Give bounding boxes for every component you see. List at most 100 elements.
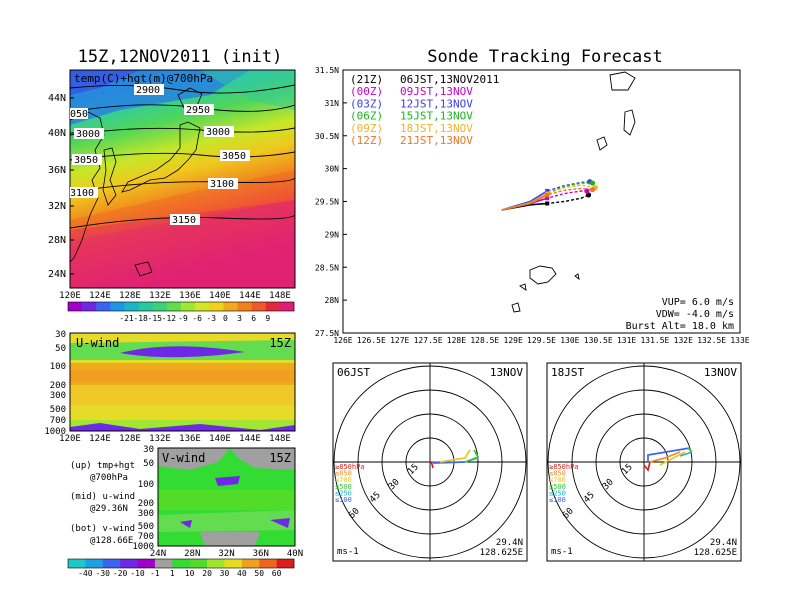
- colorbar-wind: [67, 558, 295, 569]
- colorbar-swatch: [223, 302, 238, 311]
- colorbar-swatch: [195, 302, 210, 311]
- legend-code: (03Z): [350, 97, 383, 110]
- level-label: ≤500: [549, 483, 566, 491]
- lon-tick-label: 128E: [119, 291, 141, 301]
- lat-tick-label: 28N: [184, 549, 200, 559]
- track-lat-ticks: 31.5N 31N 30.5N 30N 29.5N 29N 28.5N 28N 27.5N: [315, 66, 347, 338]
- map-variable-label: temp(C)+hgt(m)@700hPa: [74, 72, 213, 85]
- pressure-tick-label: 50: [55, 344, 66, 354]
- colorbar-label: -40: [78, 569, 93, 578]
- colorbar-frame: [67, 558, 295, 569]
- colorbar-swatch: [166, 302, 182, 311]
- lon-tick-label: 128.5E: [470, 336, 499, 345]
- lon-tick-label: 140E: [209, 291, 231, 301]
- hodograph-trace: [432, 461, 466, 464]
- colorbar-swatch: [251, 302, 267, 311]
- lon-tick-label: 120E: [59, 291, 81, 301]
- track-line: [501, 182, 593, 211]
- contour-label: 3100: [70, 188, 94, 199]
- legend-time: 06JST,13NOV2011: [400, 73, 499, 86]
- colorbar-label: 9: [265, 314, 270, 323]
- pressure-tick-label: 30: [55, 330, 66, 340]
- hodograph-trace: [643, 461, 651, 472]
- legend-line: @128.66E: [90, 536, 133, 546]
- lon-tick-label: 124E: [89, 434, 111, 444]
- level-label: ≤250: [335, 489, 352, 497]
- contour-label: 3000: [206, 127, 230, 138]
- track-coastlines: [511, 71, 636, 313]
- level-label: ≤850: [549, 470, 566, 478]
- colorbar-label: 40: [237, 569, 247, 578]
- lon-tick-label: 128E: [119, 434, 141, 444]
- param-vdw: VDW= -4.0 m/s: [656, 309, 734, 320]
- colorbar-swatch: [276, 559, 295, 568]
- legend-time: 12JST,13NOV: [400, 97, 473, 110]
- hodograph-trace: [429, 461, 434, 469]
- colorbar-label: -18: [133, 314, 148, 323]
- pressure-tick-label: 1000: [132, 542, 154, 552]
- colorbar-swatch: [189, 559, 208, 568]
- uwind-frame: [69, 332, 296, 432]
- lon-tick-label: 127.5E: [414, 336, 443, 345]
- legend-line: @700hPa: [90, 473, 128, 483]
- track-marker: [545, 196, 550, 201]
- hodograph-trace: [679, 451, 693, 457]
- temp-heatmap: [70, 70, 295, 288]
- lat-tick-label: 36N: [48, 165, 66, 176]
- level-label: ≤850: [335, 470, 352, 478]
- lon-tick-label: 133E: [730, 336, 749, 345]
- lon-tick-label: 126E: [333, 336, 352, 345]
- pressure-tick-label: 100: [138, 480, 154, 490]
- level-label: ≤250: [549, 489, 566, 497]
- lon-tick-label: 130.5E: [584, 336, 613, 345]
- colorbar-label: -10: [130, 569, 145, 578]
- map-frame: [69, 69, 296, 289]
- lat-tick-label: 30N: [325, 165, 340, 174]
- contour-label: 3150: [172, 215, 196, 226]
- colorbar-swatch: [82, 302, 97, 311]
- legend-line: @29.36N: [90, 504, 128, 514]
- colorbar-swatch: [68, 559, 86, 568]
- level-label: ≤100: [335, 496, 352, 504]
- legend-time: 09JST,13NOV: [400, 85, 473, 98]
- level-label: ≤700: [335, 476, 352, 484]
- colorbar-label: 10: [185, 569, 195, 578]
- legend-line: (mid) u-wind: [70, 492, 135, 502]
- lat-tick-label: 44N: [48, 93, 66, 104]
- colorbar-label: 1: [170, 569, 175, 578]
- lat-tick-label: 31.5N: [315, 66, 339, 75]
- legend-code: (09Z): [350, 122, 383, 135]
- colorbar-label: -6: [192, 314, 202, 323]
- left-title: 15Z,12NOV2011 (init): [78, 47, 283, 67]
- colorbar-swatch: [68, 302, 83, 311]
- colorbar-swatch: [96, 302, 111, 311]
- level-label: ≤700: [549, 476, 566, 484]
- param-burst: Burst Alt= 18.0 km: [626, 321, 734, 332]
- lat-tick-label: 36N: [253, 549, 269, 559]
- colorbar-swatch: [279, 302, 295, 311]
- track-lon-ticks: 126E 126.5E 127E 127.5E 128E 128.5E 129E 129.5E…: [333, 336, 749, 345]
- hodo-lon: 128.625E: [480, 548, 523, 558]
- uwind-time: 15Z: [269, 336, 291, 350]
- lon-tick-label: 148E: [269, 291, 291, 301]
- lon-tick-label: 144E: [239, 291, 261, 301]
- contour-label: 3100: [210, 179, 234, 190]
- level-label: ≤500: [335, 483, 352, 491]
- lon-tick-label: 132E: [149, 434, 171, 444]
- uwind-heatmap: [70, 333, 295, 431]
- lon-tick-label: 124E: [89, 291, 111, 301]
- contour-label: 050: [70, 109, 88, 120]
- track-marker: [545, 201, 550, 206]
- colorbar-swatch: [85, 559, 104, 568]
- hodo-date: 13NOV: [704, 366, 737, 379]
- hodo-date: 13NOV: [490, 366, 523, 379]
- track-frame: [342, 69, 741, 334]
- colorbar-label: -20: [113, 569, 128, 578]
- track-params: VUP= 6.0 m/s VDW= -4.0 m/s Burst Alt= 18…: [626, 297, 734, 332]
- colorbar-label: -3: [206, 314, 216, 323]
- lat-tick-label: 40N: [48, 128, 66, 139]
- track-line: [501, 190, 587, 211]
- lon-tick-label: 132.5E: [697, 336, 726, 345]
- vwind-heatmap: [158, 448, 295, 546]
